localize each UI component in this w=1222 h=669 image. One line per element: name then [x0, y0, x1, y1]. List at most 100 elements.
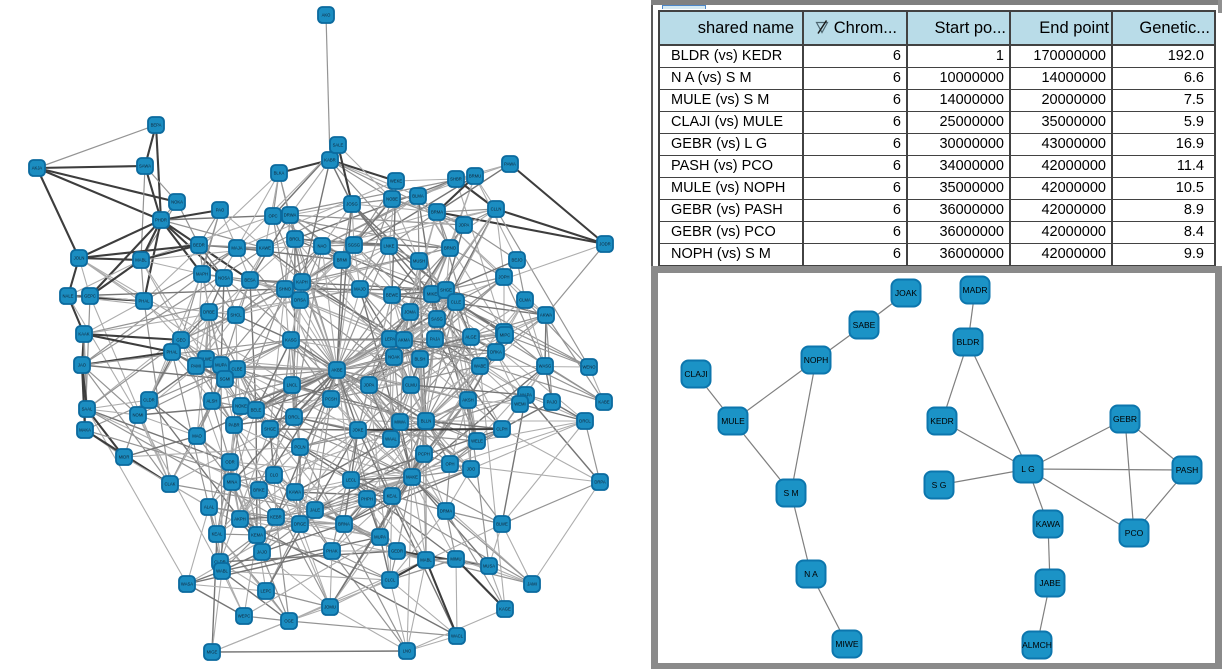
svg-text:JOMU: JOMU — [324, 605, 336, 610]
svg-text:WEMI: WEMI — [514, 402, 525, 407]
svg-text:PASH: PASH — [1176, 465, 1199, 475]
svg-text:KEDR: KEDR — [930, 416, 954, 426]
svg-text:DRGE: DRGE — [294, 522, 306, 527]
svg-text:CLMU: CLMU — [405, 383, 417, 388]
svg-text:PCPH: PCPH — [418, 452, 430, 457]
svg-text:BESA: BESA — [244, 278, 255, 283]
svg-text:KAGE: KAGE — [499, 607, 511, 612]
svg-text:BLLN: BLLN — [421, 419, 431, 424]
svg-text:BLMA: BLMA — [412, 194, 424, 199]
svg-text:MAKA: MAKA — [79, 428, 91, 433]
svg-text:MUPA: MUPA — [374, 535, 386, 540]
svg-text:MIWA: MIWA — [394, 420, 405, 425]
svg-text:MABL: MABL — [135, 258, 147, 263]
svg-text:SALE: SALE — [333, 143, 344, 148]
svg-text:JOPH: JOPH — [498, 275, 509, 280]
svg-text:KASG: KASG — [285, 338, 297, 343]
svg-text:NOBE: NOBE — [386, 197, 398, 202]
svg-text:KEAL: KEAL — [387, 494, 398, 499]
svg-text:DRPA: DRPA — [594, 480, 606, 485]
svg-text:ALAL: ALAL — [204, 505, 215, 510]
svg-text:JOSG: JOSG — [346, 202, 357, 207]
svg-text:LEPA: LEPA — [385, 337, 396, 342]
svg-text:BEJO: BEJO — [512, 258, 524, 263]
svg-text:LEPC: LEPC — [261, 589, 272, 594]
svg-text:BEWE: BEWE — [386, 293, 399, 298]
svg-text:JOLN: JOLN — [74, 256, 85, 261]
svg-text:CLPH: CLPH — [496, 427, 507, 432]
svg-text:GEO: GEO — [176, 338, 186, 343]
svg-text:WABL: WABL — [216, 569, 228, 574]
svg-text:WABE: WABE — [474, 364, 486, 369]
svg-text:KAWE: KAWE — [259, 246, 271, 251]
svg-text:SAWA: SAWA — [139, 164, 151, 169]
svg-text:WAPA: WAPA — [520, 393, 532, 398]
svg-text:CLO: CLO — [270, 473, 279, 478]
svg-text:S G: S G — [932, 480, 947, 490]
svg-text:SHGE: SHGE — [440, 288, 452, 293]
svg-text:DRCL: DRCL — [288, 415, 300, 420]
svg-text:SGMI: SGMI — [220, 377, 231, 382]
svg-text:AKPH: AKPH — [234, 517, 245, 522]
svg-text:MAJA: MAJA — [231, 246, 242, 251]
svg-text:MADR: MADR — [962, 285, 987, 295]
svg-text:PHPH: PHPH — [361, 497, 373, 502]
svg-text:MIPC: MIPC — [500, 333, 510, 338]
svg-text:PAO: PAO — [216, 208, 225, 213]
svg-text:MIDR: MIDR — [119, 455, 130, 460]
svg-text:DRCL: DRCL — [579, 419, 591, 424]
svg-text:PAMI: PAMI — [191, 364, 201, 369]
svg-text:OPH: OPH — [445, 462, 454, 467]
svg-text:GEDR: GEDR — [391, 549, 403, 554]
svg-text:KEMA: KEMA — [251, 533, 263, 538]
svg-text:MABL: MABL — [420, 558, 432, 563]
svg-text:JODR: JODR — [599, 242, 610, 247]
svg-text:DRWA: DRWA — [284, 213, 297, 218]
svg-text:BEDR: BEDR — [193, 243, 205, 248]
svg-text:MUSH: MUSH — [413, 259, 425, 264]
svg-text:N A: N A — [804, 569, 818, 579]
svg-text:DRKA: DRKA — [490, 350, 502, 355]
svg-text:SHGE: SHGE — [264, 427, 276, 432]
svg-text:CLAJI: CLAJI — [684, 369, 707, 379]
svg-text:BRMA: BRMA — [431, 210, 443, 215]
svg-text:BLWE: BLWE — [200, 357, 212, 362]
svg-text:NOKA: NOKA — [171, 200, 183, 205]
svg-text:PABR: PABR — [228, 423, 239, 428]
svg-text:MIMU: MIMU — [450, 557, 461, 562]
svg-text:DRMA: DRMA — [440, 509, 453, 514]
svg-text:NOPH: NOPH — [804, 355, 829, 365]
svg-text:ALGE: ALGE — [465, 335, 476, 340]
svg-text:CLDR: CLDR — [143, 398, 154, 403]
svg-text:AKSH: AKSH — [462, 398, 473, 403]
svg-text:JOAK: JOAK — [895, 288, 918, 298]
svg-text:WELE: WELE — [471, 439, 483, 444]
svg-text:LNO: LNO — [403, 649, 412, 654]
svg-text:CLAK: CLAK — [165, 482, 176, 487]
svg-text:KAWA: KAWA — [289, 490, 301, 495]
svg-text:NAO: NAO — [317, 244, 327, 249]
svg-text:WASG: WASG — [539, 364, 552, 369]
svg-text:DRSA: DRSA — [294, 298, 306, 303]
svg-text:JOPA: JOPA — [364, 383, 375, 388]
svg-text:JALE: JALE — [310, 508, 320, 513]
svg-text:MAO: MAO — [192, 434, 202, 439]
svg-text:PHAK: PHAK — [326, 549, 338, 554]
svg-text:WACL: WACL — [451, 634, 464, 639]
svg-text:WASA: WASA — [181, 582, 193, 587]
svg-text:BLKA: BLKA — [274, 171, 285, 176]
svg-text:AKWA: AKWA — [540, 313, 552, 318]
svg-text:SHCL: SHCL — [230, 313, 242, 318]
svg-text:NOKE: NOKE — [235, 404, 247, 409]
svg-text:SHNO: SHNO — [279, 287, 292, 292]
svg-text:NOMI: NOMI — [133, 413, 144, 418]
svg-text:LNCL: LNCL — [287, 383, 298, 388]
svg-text:BLSH: BLSH — [415, 357, 426, 362]
svg-text:MIGE: MIGE — [207, 650, 218, 655]
svg-text:KEAL: KEAL — [212, 532, 223, 537]
svg-text:CLMA: CLMA — [519, 298, 531, 303]
svg-text:MULE: MULE — [721, 416, 745, 426]
svg-text:BLDR: BLDR — [957, 337, 980, 347]
svg-text:KAAK: KAAK — [78, 332, 89, 337]
svg-text:KEBR: KEBR — [270, 515, 281, 520]
